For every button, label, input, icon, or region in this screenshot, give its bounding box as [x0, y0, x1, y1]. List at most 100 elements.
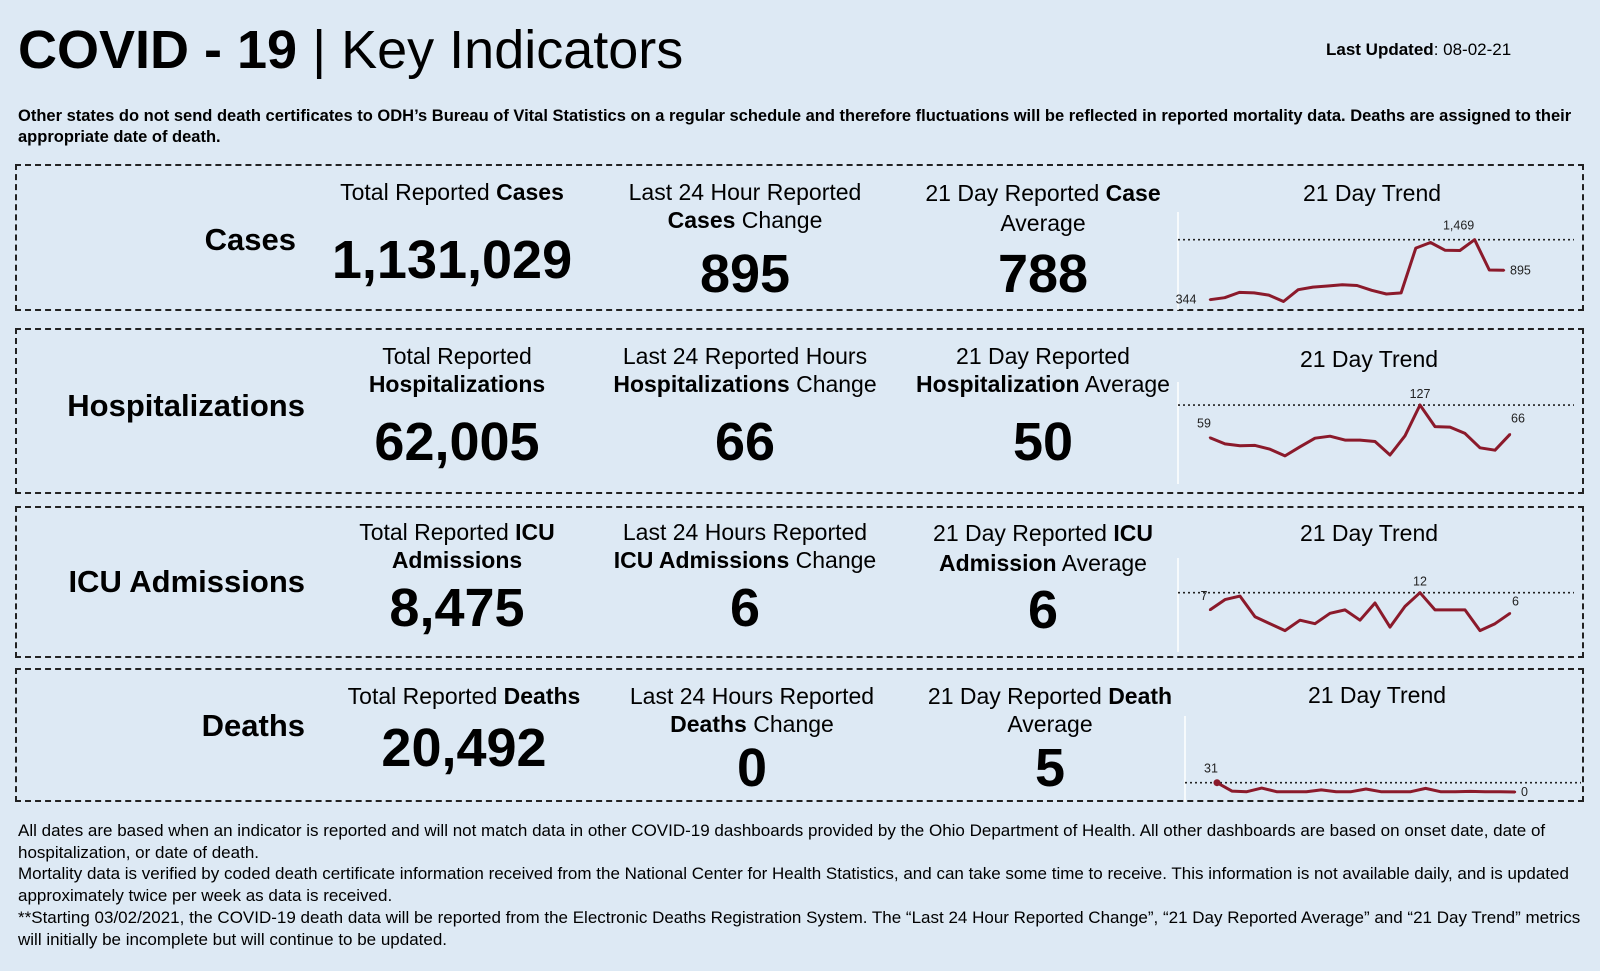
icu-data-point: [1268, 622, 1272, 625]
icu-change-header-bold: ICU Admissions: [613, 547, 790, 573]
hospitalizations-trend-chart: 59 127 66: [1177, 382, 1574, 484]
cases-average-header-bold: Case: [1105, 180, 1161, 206]
hospitalizations-change-header-rest: Change: [789, 371, 877, 397]
icu-change-value: 6: [729, 578, 761, 638]
cases-trend-title: 21 Day Trend: [1302, 180, 1442, 206]
deaths-change-header: Last 24 Hours Reported Deaths Change: [602, 682, 902, 738]
title-subtitle: Key Indicators: [341, 20, 684, 80]
icu-trend-chart: 7 12 6: [1177, 558, 1574, 652]
cases-data-point: [1326, 284, 1329, 288]
deaths-data-point: [1498, 790, 1502, 793]
deaths-data-point: [1484, 790, 1487, 793]
icu-average-header-rest: Average: [1056, 550, 1147, 576]
footer-note-2: Mortality data is verified by coded deat…: [18, 864, 1569, 906]
hosp-data-point: [1313, 436, 1317, 440]
icu-data-point: [1343, 608, 1347, 612]
icu-first-label: 7: [1201, 589, 1208, 603]
deaths-change-header-rest: Change: [746, 711, 834, 737]
deaths-data-point: [1364, 787, 1368, 791]
icu-trend-title: 21 Day Trend: [1299, 520, 1439, 546]
icu-data-point: [1388, 625, 1392, 629]
icu-change-header-line1: Last 24 Hours Reported: [622, 519, 868, 545]
deaths-total-header-bold: Deaths: [503, 683, 581, 709]
hospitalizations-change-header: Last 24 Reported Hours Hospitalizations …: [595, 342, 895, 398]
last-updated: Last Updated: 08-02-21: [1326, 40, 1511, 60]
deaths-data-point: [1469, 790, 1472, 793]
deaths-average-value: 5: [1034, 738, 1066, 798]
icu-trend-line: [1209, 591, 1511, 633]
cases-data-point: [1252, 291, 1256, 295]
cases-data-point: [1429, 241, 1432, 244]
cases-first-label: 344: [1176, 293, 1197, 307]
hosp-data-point: [1493, 448, 1497, 452]
icu-data-point: [1328, 612, 1332, 615]
cases-data-point: [1488, 268, 1491, 272]
cases-data-point: [1385, 292, 1388, 296]
icu-total-header-text: Total Reported: [359, 519, 516, 545]
cases-change-header-line1: Last 24 Hour Reported: [628, 179, 862, 205]
cases-data-point: [1444, 249, 1447, 252]
hospitalizations-total-header-bold: Hospitalizations: [368, 371, 546, 397]
hosp-data-point: [1418, 403, 1422, 407]
hospitalizations-average-value: 50: [1012, 412, 1074, 472]
hosp-data-point: [1478, 446, 1482, 449]
cases-total-value: 1,131,029: [331, 230, 573, 290]
cases-data-point: [1502, 269, 1506, 272]
hosp-data-point: [1388, 453, 1392, 457]
icu-data-point: [1313, 622, 1317, 625]
cases-data-point: [1473, 238, 1476, 241]
cases-data-point: [1370, 289, 1373, 292]
hosp-data-point: [1208, 436, 1212, 439]
deaths-data-point: [1439, 790, 1442, 793]
icu-data-point: [1253, 615, 1257, 618]
footer-notes: All dates are based when an indicator is…: [18, 820, 1590, 950]
deaths-data-point: [1379, 790, 1383, 793]
icu-data-point: [1358, 619, 1362, 622]
hosp-data-point: [1433, 425, 1437, 428]
deaths-panel: Deaths Total Reported Deaths 20,492 Last…: [15, 668, 1584, 802]
icu-data-point: [1373, 601, 1377, 605]
page-title: COVID - 19 | Key Indicators: [18, 18, 683, 82]
cases-data-point: [1399, 291, 1403, 295]
hosp-data-point: [1223, 442, 1227, 446]
title-main: COVID - 19: [18, 20, 298, 80]
deaths-change-value: 0: [736, 738, 768, 798]
icu-average-header-text: 21 Day Reported: [933, 520, 1114, 546]
icu-total-header-bold2: Admissions: [391, 547, 523, 573]
icu-data-point: [1403, 605, 1407, 608]
icu-data-point: [1283, 629, 1287, 632]
hosp-data-point: [1463, 432, 1467, 435]
icu-average-header-bold2: Admission: [939, 550, 1057, 576]
deaths-data-point: [1394, 790, 1397, 793]
hospitalizations-average-header-line1: 21 Day Reported: [956, 343, 1130, 369]
deaths-data-point: [1335, 790, 1338, 793]
deaths-last-label: 0: [1521, 785, 1528, 799]
cases-trend-chart: 344 1,469 895: [1176, 212, 1574, 310]
cases-data-point: [1282, 300, 1285, 303]
cases-change-header-rest: Change: [735, 207, 823, 233]
icu-total-header-bold1: ICU: [515, 519, 555, 545]
deaths-row-label: Deaths: [201, 708, 305, 743]
deaths-data-point: [1260, 786, 1263, 790]
hosp-data-point: [1253, 444, 1257, 447]
cases-average-header: 21 Day Reported Case Average: [893, 178, 1193, 238]
cases-data-point: [1238, 291, 1241, 294]
hospitalizations-change-value: 66: [714, 412, 776, 472]
deaths-data-point: [1424, 787, 1427, 790]
icu-data-point: [1418, 591, 1422, 594]
cases-data-point: [1267, 293, 1270, 297]
hospitalizations-total-header-line1: Total Reported: [382, 343, 532, 369]
hospitalizations-row-label: Hospitalizations: [67, 388, 305, 423]
icu-average-header-bold1: ICU: [1113, 520, 1153, 546]
icu-row-label: ICU Admissions: [68, 564, 305, 599]
cases-data-point: [1311, 285, 1315, 289]
cases-max-label: 1,469: [1443, 219, 1474, 233]
hospitalizations-total-header: Total Reported Hospitalizations: [307, 342, 607, 398]
hospitalizations-panel: Hospitalizations Total Reported Hospital…: [15, 328, 1584, 494]
cases-panel: Cases Total Reported Cases 1,131,029 Las…: [15, 164, 1584, 311]
footer-note-3: **Starting 03/02/2021, the COVID-19 deat…: [18, 907, 1581, 949]
hosp-last-label: 66: [1511, 411, 1525, 425]
cases-average-header-line2: Average: [1000, 210, 1086, 236]
icu-data-point: [1223, 598, 1227, 601]
icu-total-header: Total Reported ICU Admissions: [307, 518, 607, 574]
